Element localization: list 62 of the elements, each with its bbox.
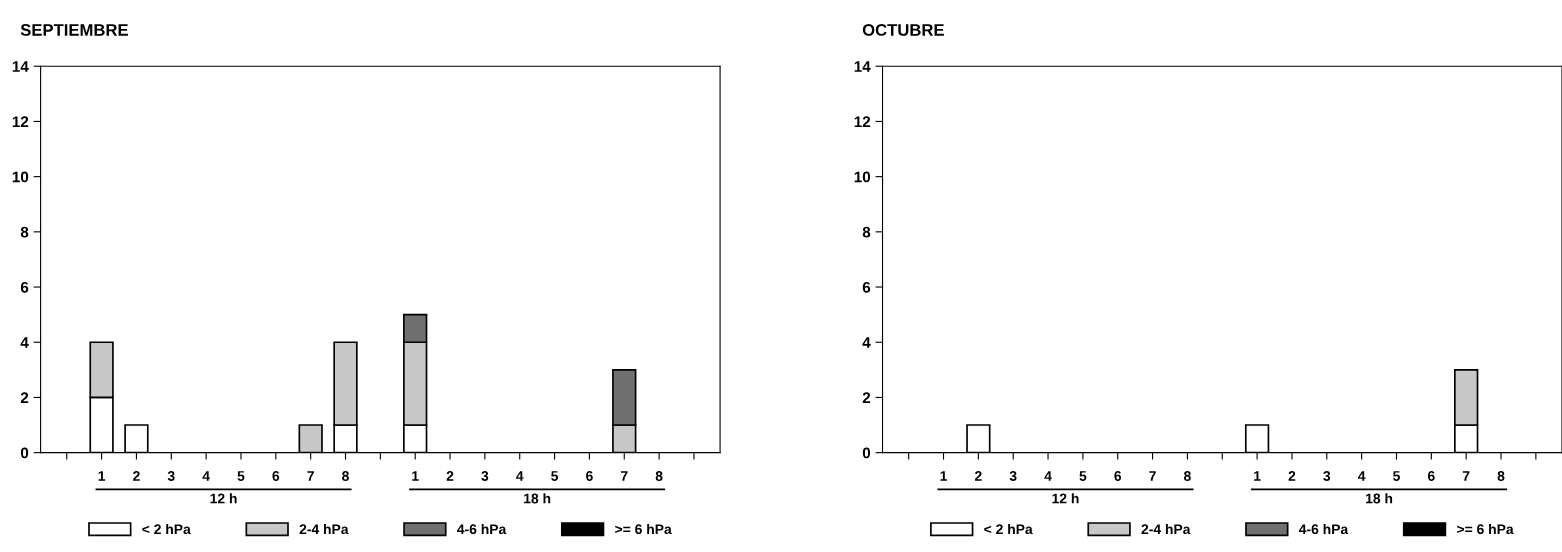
- x-tick-label: 7: [1149, 471, 1156, 481]
- y-tick-label: 8: [20, 226, 29, 238]
- y-tick-label: 10: [12, 171, 29, 183]
- x-tick-label: 5: [237, 471, 245, 481]
- text: 18 h: [524, 493, 551, 504]
- y-tick-label: 4: [20, 337, 29, 348]
- y-tick-label: 4: [862, 337, 871, 348]
- x-tick-label: 5: [1393, 471, 1400, 481]
- x-tick-label: 8: [655, 471, 663, 481]
- y-tick-label: 0: [862, 447, 871, 459]
- x-tick-label: 6: [1114, 471, 1122, 481]
- x-tick-label: 6: [586, 471, 593, 481]
- y-tick-label: 14: [12, 61, 29, 72]
- chart-title: SEPTIEMBRE: [20, 24, 128, 36]
- legend-label: >= 6 hPa: [1457, 523, 1514, 535]
- x-tick-label: 4: [1357, 471, 1366, 481]
- x-tick-label: 1: [940, 471, 947, 481]
- y-tick-label: 2: [862, 392, 871, 403]
- x-tick-label: 8: [342, 471, 349, 481]
- y-tick-label: 0: [20, 447, 29, 459]
- x-tick-label: 1: [412, 471, 419, 481]
- legend-label: 2-4 hPa: [1141, 523, 1191, 535]
- text: 12 h: [1052, 493, 1079, 504]
- x-tick-label: 3: [481, 471, 489, 481]
- legend-label: >= 6 hPa: [615, 523, 672, 535]
- x-tick-label: 2: [133, 471, 140, 481]
- x-tick-label: 4: [1044, 471, 1052, 481]
- legend-label: 4-6 hPa: [457, 523, 507, 535]
- x-tick-label: 2: [1288, 471, 1296, 481]
- x-tick-label: 7: [307, 471, 314, 481]
- x-tick-label: 1: [98, 471, 106, 481]
- x-tick-label: 2: [974, 471, 982, 481]
- x-tick-label: 6: [272, 471, 280, 481]
- x-tick-label: 8: [1497, 471, 1505, 481]
- legend-label: < 2 hPa: [142, 523, 191, 535]
- y-tick-label: 10: [854, 171, 871, 183]
- x-tick-label: 5: [551, 471, 559, 481]
- x-tick-label: 8: [1184, 471, 1191, 481]
- x-tick-label: 3: [167, 471, 175, 481]
- text: 18 h: [1366, 493, 1393, 504]
- y-tick-label: 12: [854, 116, 871, 127]
- x-tick-label: 7: [620, 471, 628, 481]
- x-tick-label: 4: [516, 471, 524, 481]
- x-tick-label: 7: [1462, 471, 1470, 481]
- x-tick-label: 5: [1079, 471, 1087, 481]
- legend-label: 4-6 hPa: [1298, 523, 1349, 535]
- legend-label: < 2 hPa: [984, 523, 1033, 535]
- x-tick-label: 2: [446, 471, 454, 481]
- y-tick-label: 6: [20, 281, 29, 293]
- x-tick-label: 1: [1254, 471, 1261, 481]
- x-tick-label: 3: [1323, 471, 1331, 481]
- y-tick-label: 14: [854, 61, 871, 72]
- y-tick-label: 12: [12, 116, 29, 127]
- legend-label: 2-4 hPa: [299, 523, 349, 535]
- y-tick-label: 6: [862, 281, 871, 293]
- chart-title: OCTUBRE: [862, 24, 944, 36]
- x-tick-label: 3: [1009, 471, 1017, 481]
- x-tick-label: 4: [202, 471, 210, 481]
- y-tick-label: 2: [20, 392, 29, 403]
- y-tick-label: 8: [862, 226, 871, 238]
- x-tick-label: 6: [1427, 471, 1435, 481]
- text: 12 h: [210, 493, 237, 504]
